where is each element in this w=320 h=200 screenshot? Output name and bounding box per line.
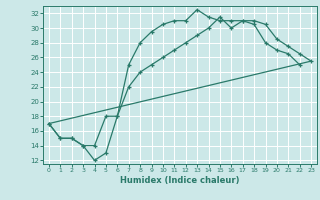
X-axis label: Humidex (Indice chaleur): Humidex (Indice chaleur): [120, 176, 240, 185]
